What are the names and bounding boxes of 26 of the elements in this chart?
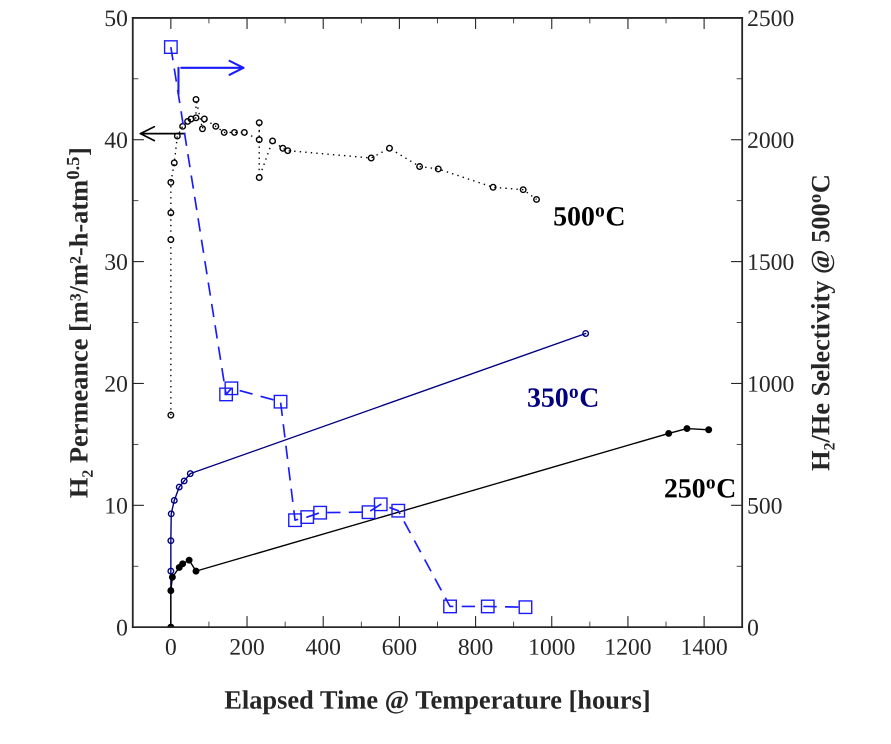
x-tick-label: 600 [382, 638, 416, 655]
y2-axis-title: H₂/He Selectivity @ 500$^{o}$C [810, 176, 835, 471]
x-tick-label: 1200 [606, 638, 651, 655]
x-tick-label: 1000 [530, 638, 574, 655]
y-tick-label: 10 [106, 498, 127, 514]
y-tick-label: 20 [105, 376, 127, 392]
x-tick-label: 0 [166, 638, 176, 655]
y-tick-label: 0 [116, 620, 127, 636]
y2-tick-label: 0 [748, 620, 758, 636]
series-label: 500$^{o}$C [554, 206, 624, 226]
series-label: 350$^{o}$C [528, 388, 598, 407]
series-label: 250$^{o}$C [665, 478, 734, 498]
y2-tick-label: 1000 [749, 376, 794, 392]
y-tick-label: 40 [104, 132, 127, 148]
y2-tick-label: 1500 [749, 254, 794, 270]
y2-tick-label: 2500 [748, 10, 794, 26]
y-tick-label: 50 [106, 10, 127, 26]
y2-tick-label: 500 [748, 498, 782, 514]
y-axis-title: H₂ Permeance [m³/m²-h-atm$^{0.5}$] [66, 149, 93, 498]
x-tick-label: 200 [230, 638, 264, 655]
x-axis-title: Elapsed Time @ Temperature [hours] [224, 690, 649, 714]
x-tick-label: 1400 [682, 638, 727, 655]
y-tick-label: 30 [105, 254, 127, 270]
x-tick-label: 800 [458, 638, 492, 655]
x-tick-label: 400 [306, 638, 340, 655]
y2-tick-label: 2000 [748, 132, 794, 148]
